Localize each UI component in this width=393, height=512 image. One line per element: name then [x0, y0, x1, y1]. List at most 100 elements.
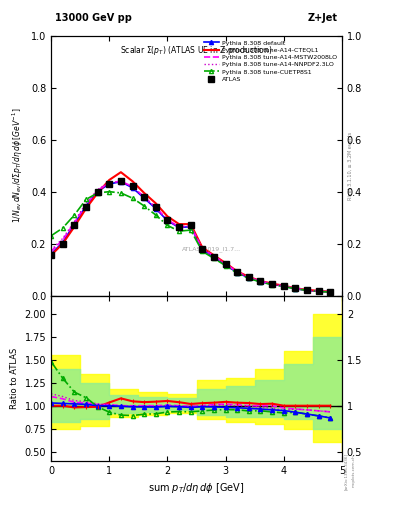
- Pythia 8.308 default: [177, 224, 182, 230]
- Pythia 8.308 tune-CUETP8S1: [61, 225, 65, 231]
- Text: Scalar $\Sigma(p_T)$ (ATLAS UE in Z production): Scalar $\Sigma(p_T)$ (ATLAS UE in Z prod…: [120, 44, 273, 57]
- Text: Z+Jet: Z+Jet: [308, 13, 338, 23]
- Pythia 8.308 tune-A14-NNPDF2.3LO: [316, 288, 321, 294]
- Pythia 8.308 tune-A14-MSTW2008LO: [107, 180, 112, 186]
- Pythia 8.308 tune-A14-NNPDF2.3LO: [188, 223, 193, 229]
- Pythia 8.308 tune-CUETP8S1: [293, 286, 298, 292]
- Pythia 8.308 tune-CUETP8S1: [84, 197, 88, 203]
- Pythia 8.308 default: [130, 185, 135, 191]
- Pythia 8.308 tune-CUETP8S1: [165, 222, 170, 228]
- Pythia 8.308 tune-A14-MSTW2008LO: [235, 269, 240, 275]
- Pythia 8.308 tune-CUETP8S1: [200, 248, 205, 254]
- Pythia 8.308 tune-CUETP8S1: [211, 255, 216, 262]
- Pythia 8.308 tune-CUETP8S1: [72, 212, 77, 218]
- Pythia 8.308 default: [246, 275, 251, 281]
- Pythia 8.308 tune-A14-MSTW2008LO: [61, 237, 65, 243]
- Pythia 8.308 tune-A14-NNPDF2.3LO: [61, 236, 65, 242]
- Pythia 8.308 default: [61, 239, 65, 245]
- Pythia 8.308 default: [49, 251, 53, 257]
- Pythia 8.308 tune-A14-MSTW2008LO: [49, 248, 53, 254]
- Pythia 8.308 tune-CUETP8S1: [305, 287, 309, 293]
- Pythia 8.308 tune-A14-MSTW2008LO: [153, 204, 158, 210]
- Pythia 8.308 tune-A14-MSTW2008LO: [305, 287, 309, 293]
- Pythia 8.308 tune-A14-NNPDF2.3LO: [153, 205, 158, 211]
- Pythia 8.308 tune-CUETP8S1: [258, 279, 263, 285]
- Pythia 8.308 tune-CUETP8S1: [235, 270, 240, 276]
- Line: Pythia 8.308 tune-A14-CTEQL1: Pythia 8.308 tune-A14-CTEQL1: [51, 172, 330, 292]
- Pythia 8.308 tune-CUETP8S1: [107, 188, 112, 195]
- Line: Pythia 8.308 tune-A14-NNPDF2.3LO: Pythia 8.308 tune-A14-NNPDF2.3LO: [51, 182, 330, 292]
- Pythia 8.308 default: [72, 221, 77, 227]
- Pythia 8.308 tune-A14-CTEQL1: [153, 200, 158, 206]
- Pythia 8.308 tune-A14-CTEQL1: [142, 190, 147, 196]
- Pythia 8.308 tune-CUETP8S1: [153, 212, 158, 218]
- Pythia 8.308 tune-A14-MSTW2008LO: [84, 202, 88, 208]
- Pythia 8.308 tune-A14-MSTW2008LO: [258, 278, 263, 284]
- Pythia 8.308 tune-A14-CTEQL1: [72, 224, 77, 230]
- Pythia 8.308 tune-A14-CTEQL1: [293, 285, 298, 291]
- Pythia 8.308 tune-A14-NNPDF2.3LO: [270, 281, 274, 287]
- Pythia 8.308 tune-A14-MSTW2008LO: [119, 178, 123, 184]
- Pythia 8.308 tune-A14-MSTW2008LO: [211, 253, 216, 259]
- Pythia 8.308 tune-A14-MSTW2008LO: [130, 183, 135, 189]
- Pythia 8.308 tune-A14-NNPDF2.3LO: [235, 269, 240, 275]
- Pythia 8.308 tune-CUETP8S1: [130, 195, 135, 201]
- Pythia 8.308 default: [281, 283, 286, 289]
- Y-axis label: $1/N_{ev}\,dN_{ev}/d\Sigma p_T/d\eta\,d\phi\,[GeV^{-1}]$: $1/N_{ev}\,dN_{ev}/d\Sigma p_T/d\eta\,d\…: [11, 108, 25, 223]
- Pythia 8.308 tune-A14-NNPDF2.3LO: [258, 279, 263, 285]
- Text: Rivet 3.1.10, ≥ 3.2M events: Rivet 3.1.10, ≥ 3.2M events: [348, 132, 353, 200]
- Line: Pythia 8.308 default: Pythia 8.308 default: [49, 180, 332, 294]
- Pythia 8.308 tune-A14-MSTW2008LO: [293, 286, 298, 292]
- Pythia 8.308 default: [165, 218, 170, 224]
- Pythia 8.308 tune-A14-NNPDF2.3LO: [223, 261, 228, 267]
- Pythia 8.308 tune-CUETP8S1: [188, 227, 193, 233]
- Pythia 8.308 tune-CUETP8S1: [119, 190, 123, 196]
- Pythia 8.308 tune-A14-NNPDF2.3LO: [293, 286, 298, 292]
- Pythia 8.308 tune-A14-NNPDF2.3LO: [211, 253, 216, 260]
- Pythia 8.308 tune-CUETP8S1: [316, 288, 321, 294]
- Text: ATLAS_2019_I1.7...: ATLAS_2019_I1.7...: [182, 246, 241, 251]
- Pythia 8.308 tune-CUETP8S1: [281, 283, 286, 289]
- Pythia 8.308 tune-A14-CTEQL1: [211, 252, 216, 259]
- Pythia 8.308 tune-CUETP8S1: [142, 203, 147, 209]
- X-axis label: sum $p_T/d\eta\,d\phi$ [GeV]: sum $p_T/d\eta\,d\phi$ [GeV]: [148, 481, 245, 495]
- Pythia 8.308 tune-CUETP8S1: [223, 263, 228, 269]
- Pythia 8.308 default: [107, 181, 112, 187]
- Pythia 8.308 default: [200, 246, 205, 252]
- Line: Pythia 8.308 tune-A14-MSTW2008LO: Pythia 8.308 tune-A14-MSTW2008LO: [51, 181, 330, 292]
- Pythia 8.308 tune-A14-CTEQL1: [328, 289, 332, 295]
- Pythia 8.308 tune-A14-CTEQL1: [258, 278, 263, 284]
- Text: 13000 GeV pp: 13000 GeV pp: [55, 13, 132, 23]
- Pythia 8.308 default: [211, 254, 216, 260]
- Pythia 8.308 tune-A14-CTEQL1: [119, 169, 123, 175]
- Pythia 8.308 default: [223, 262, 228, 268]
- Pythia 8.308 tune-A14-MSTW2008LO: [328, 289, 332, 295]
- Pythia 8.308 tune-A14-MSTW2008LO: [281, 283, 286, 289]
- Pythia 8.308 tune-A14-CTEQL1: [49, 252, 53, 259]
- Pythia 8.308 default: [188, 224, 193, 230]
- Pythia 8.308 tune-A14-NNPDF2.3LO: [328, 289, 332, 295]
- Pythia 8.308 default: [270, 281, 274, 287]
- Pythia 8.308 tune-A14-NNPDF2.3LO: [72, 219, 77, 225]
- Pythia 8.308 tune-A14-CTEQL1: [95, 190, 100, 196]
- Pythia 8.308 tune-A14-MSTW2008LO: [270, 281, 274, 287]
- Pythia 8.308 tune-A14-NNPDF2.3LO: [246, 274, 251, 281]
- Pythia 8.308 default: [84, 203, 88, 209]
- Pythia 8.308 tune-CUETP8S1: [270, 282, 274, 288]
- Pythia 8.308 tune-CUETP8S1: [328, 289, 332, 295]
- Text: [arXiv:1306.3436]: [arXiv:1306.3436]: [344, 453, 348, 489]
- Pythia 8.308 tune-CUETP8S1: [49, 233, 53, 239]
- Pythia 8.308 tune-A14-MSTW2008LO: [142, 194, 147, 200]
- Pythia 8.308 default: [258, 279, 263, 285]
- Pythia 8.308 tune-A14-MSTW2008LO: [188, 223, 193, 229]
- Pythia 8.308 tune-A14-MSTW2008LO: [95, 187, 100, 194]
- Pythia 8.308 default: [142, 195, 147, 201]
- Pythia 8.308 tune-A14-NNPDF2.3LO: [177, 224, 182, 230]
- Pythia 8.308 tune-A14-NNPDF2.3LO: [200, 246, 205, 252]
- Pythia 8.308 tune-A14-CTEQL1: [246, 274, 251, 280]
- Pythia 8.308 tune-A14-NNPDF2.3LO: [49, 247, 53, 253]
- Pythia 8.308 tune-A14-CTEQL1: [200, 244, 205, 250]
- Pythia 8.308 tune-A14-MSTW2008LO: [223, 261, 228, 267]
- Pythia 8.308 tune-A14-NNPDF2.3LO: [165, 217, 170, 223]
- Pythia 8.308 tune-A14-MSTW2008LO: [165, 217, 170, 223]
